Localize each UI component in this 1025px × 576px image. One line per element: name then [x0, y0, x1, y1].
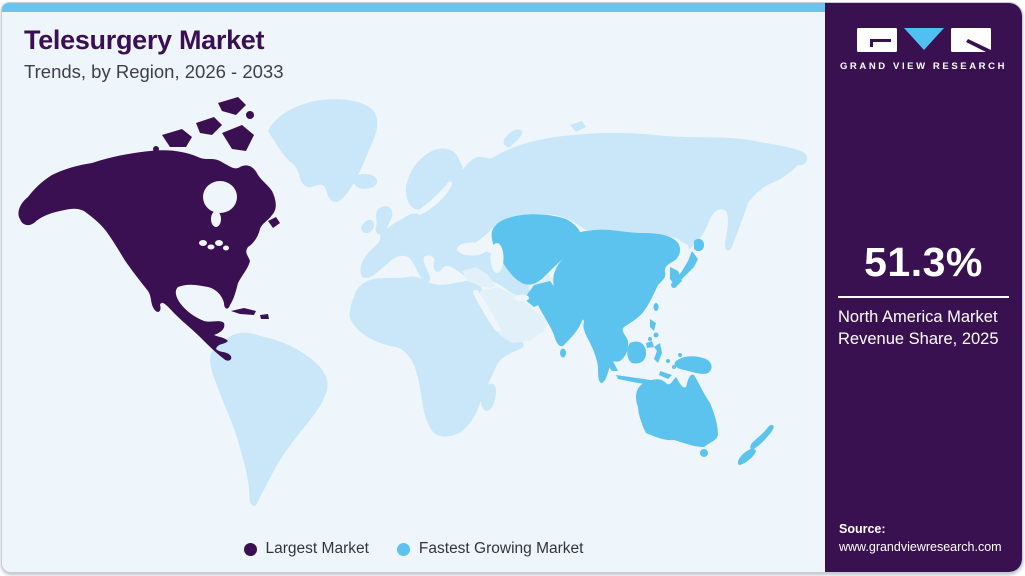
stat-caption-line1: North America Market [838, 308, 998, 326]
page-title: Telesurgery Market [24, 25, 265, 55]
top-accent-bar [2, 3, 825, 12]
legend-item-fastest: Fastest Growing Market [396, 540, 584, 558]
page-subtitle: Trends, by Region, 2026 - 2033 [24, 61, 284, 82]
source-url-link[interactable]: www.grandviewresearch.com [839, 539, 1002, 554]
fastest-growing-label: Fastest Growing Market [418, 540, 584, 557]
world-map [18, 97, 808, 507]
stat-divider [838, 296, 1009, 298]
sidebar: GRAND VIEW RESEARCH 51.3% North America … [825, 3, 1022, 572]
stat-block: 51.3% North America Market Revenue Share… [838, 239, 1009, 351]
gvr-logo-icon [856, 28, 991, 53]
map-panel: Telesurgery Market Trends, by Region, 20… [2, 3, 825, 572]
gvr-logo-text: GRAND VIEW RESEARCH [839, 61, 1008, 72]
stat-value: 51.3% [864, 239, 983, 285]
region-north-america [18, 97, 280, 361]
header: Telesurgery Market Trends, by Region, 20… [24, 25, 284, 83]
largest-market-label: Largest Market [265, 540, 369, 557]
legend-item-largest: Largest Market [243, 540, 369, 558]
gvr-logo: GRAND VIEW RESEARCH [825, 27, 1022, 72]
fastest-growing-dot-icon [396, 542, 410, 556]
region-asia-pacific [491, 214, 774, 465]
legend: Largest Market Fastest Growing Market [2, 540, 825, 558]
largest-market-dot-icon [243, 542, 257, 556]
stat-caption: North America Market Revenue Share, 2025 [838, 307, 1009, 351]
region-rest-of-world [209, 99, 808, 507]
source-label: Source: [839, 521, 886, 536]
stat-caption-line2: Revenue Share, 2025 [838, 329, 999, 348]
seas [199, 181, 529, 332]
source-block: Source: www.grandviewresearch.com [839, 520, 1002, 556]
